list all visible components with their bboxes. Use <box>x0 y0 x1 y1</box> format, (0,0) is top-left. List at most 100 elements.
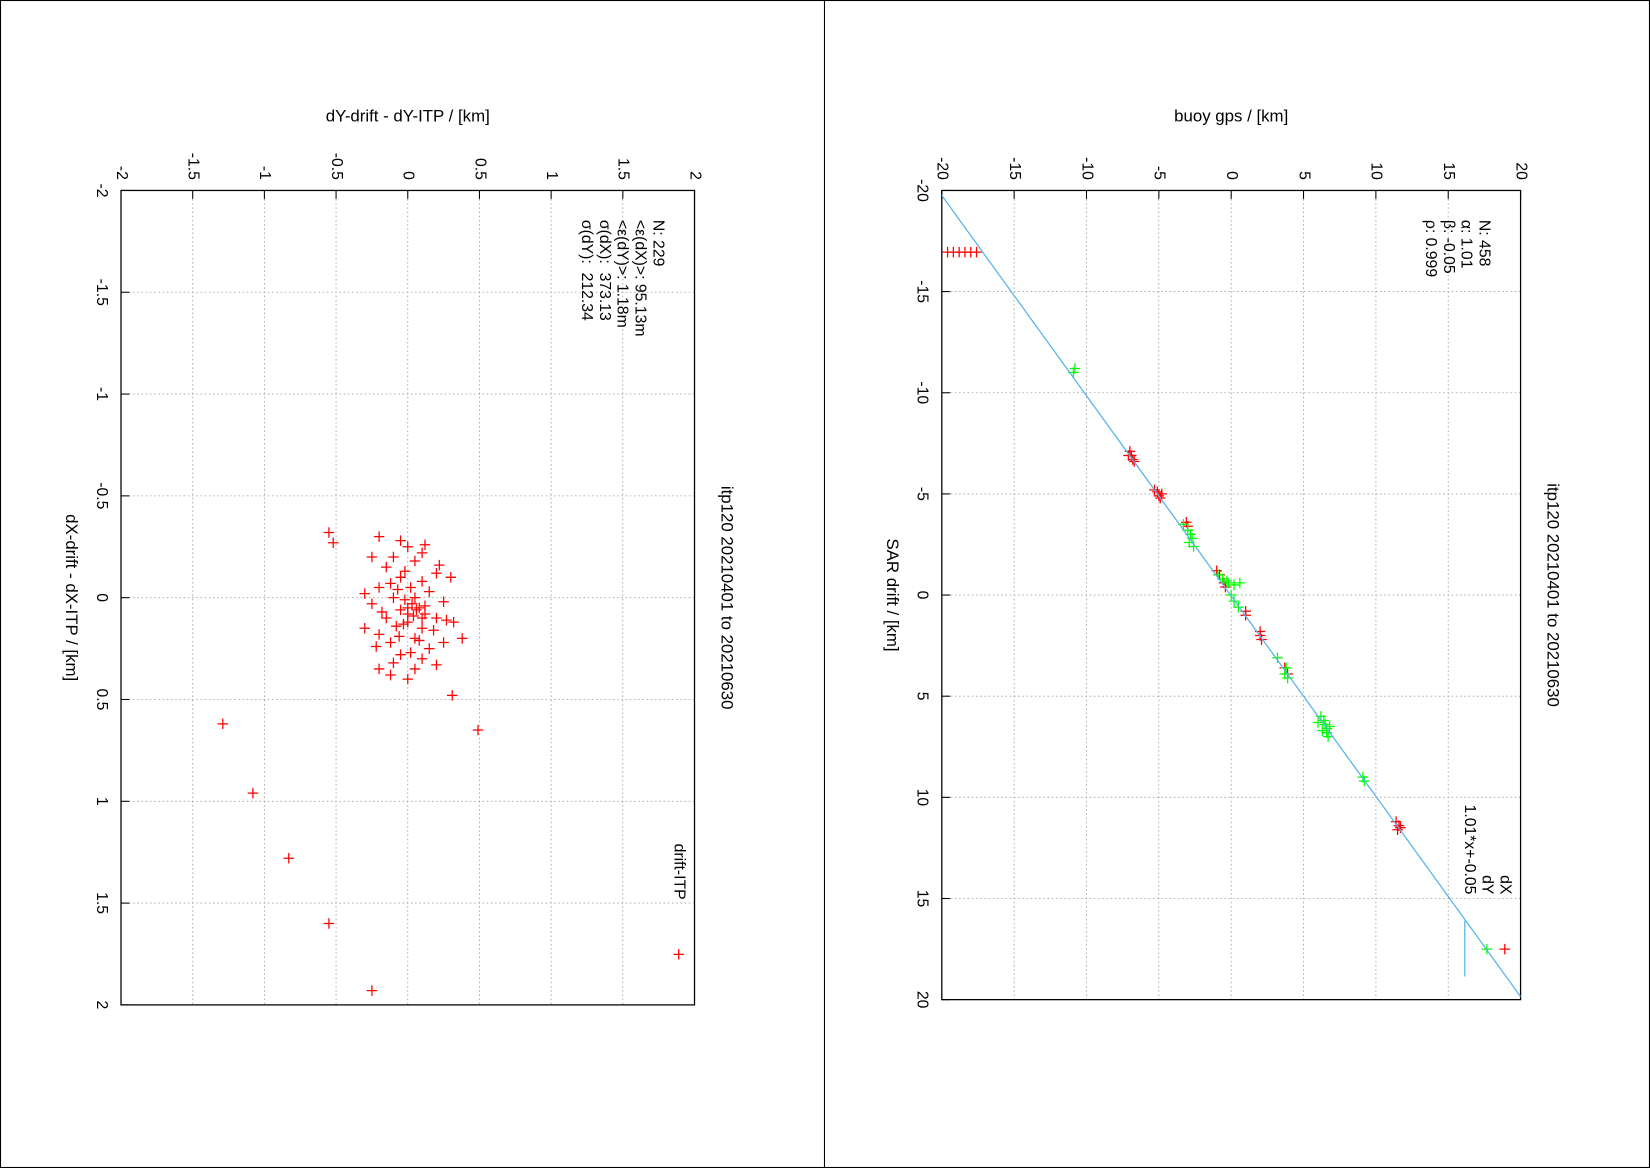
point <box>323 918 335 929</box>
point <box>448 616 459 628</box>
plot-frame <box>120 189 696 1006</box>
x-tick-label: -1.5 <box>93 279 110 306</box>
y-tick-label: 1 <box>543 171 560 180</box>
point <box>406 598 418 610</box>
point <box>395 649 406 660</box>
point <box>366 985 378 996</box>
point <box>416 653 428 665</box>
point <box>402 541 414 553</box>
stat-annotation: ρ: 0.999 <box>1422 220 1439 277</box>
x-tick-label: -2 <box>93 183 110 197</box>
x-axis-label: SAR drift / [km] <box>883 538 902 651</box>
point <box>373 663 385 675</box>
stat-annotation: β: -0.05 <box>1440 220 1457 274</box>
x-tick-label: -15 <box>914 280 931 303</box>
point <box>405 582 416 593</box>
point <box>1256 634 1267 645</box>
y-axis-label: dY-drift - dY-ITP / [km] <box>326 106 490 125</box>
point <box>373 629 385 640</box>
chart: -2 -1.5 -1 -0.5 0 0.5 1 1.5 2 -2 -1.5 -1 -0.5 0 0.5 1 1.… <box>62 106 737 1009</box>
point <box>416 547 428 559</box>
y-tick-label: 5 <box>1295 171 1312 180</box>
point <box>419 539 431 551</box>
y-tick-label: -5 <box>1151 166 1168 180</box>
stat-annotation: σ(dY): 212.34 <box>578 220 595 321</box>
x-tick-label: -0.5 <box>93 482 110 509</box>
x-tick-label: 20 <box>914 991 931 1009</box>
y-tick-label: 0.5 <box>471 158 488 180</box>
point <box>359 588 371 599</box>
point <box>1233 601 1244 613</box>
legend-marker <box>1499 943 1511 955</box>
point <box>413 602 425 614</box>
y-tick-label: -0.5 <box>328 153 345 180</box>
point <box>409 592 421 603</box>
y-tick-label: 0 <box>1223 171 1240 180</box>
y-tick-label: -10 <box>1078 157 1095 180</box>
point <box>438 637 449 648</box>
y-tick-label: 0 <box>400 171 417 180</box>
point <box>409 663 421 675</box>
legend-marker <box>673 949 684 960</box>
point <box>1123 450 1134 461</box>
y-tick-label: 10 <box>1368 162 1385 180</box>
point <box>408 610 419 622</box>
y-tick-label: 1.5 <box>615 158 632 180</box>
point <box>419 600 431 612</box>
point <box>398 618 409 630</box>
point <box>385 669 396 681</box>
x-tick-label: 15 <box>914 890 931 908</box>
stat-annotation: <ε(dY)>: 1.18m <box>614 220 631 328</box>
point <box>247 787 259 799</box>
point <box>416 576 428 587</box>
point <box>456 633 468 644</box>
point <box>395 535 406 546</box>
y-tick-label: -1 <box>256 166 273 180</box>
point <box>380 612 392 624</box>
y-tick-label: 15 <box>1440 162 1457 180</box>
fit-line <box>941 190 1521 1000</box>
point <box>441 614 452 626</box>
point <box>416 612 428 624</box>
point <box>424 586 435 597</box>
point <box>370 641 382 652</box>
point <box>1312 717 1324 728</box>
point <box>1228 579 1240 591</box>
point <box>409 633 421 644</box>
y-axis-label: buoy gps / [km] <box>1174 106 1288 125</box>
point <box>327 537 339 548</box>
legend-label: drift-ITP <box>671 844 688 900</box>
x-tick-label: 10 <box>914 789 931 807</box>
x-tick-label: 5 <box>914 692 931 701</box>
point <box>388 592 399 603</box>
point <box>380 561 392 573</box>
y-tick-label: -2 <box>113 166 130 180</box>
stat-annotation: <ε(dX)>: 95.13m <box>632 220 649 337</box>
point <box>1221 575 1233 587</box>
point <box>376 606 388 618</box>
x-tick-label: 1 <box>93 797 110 806</box>
point <box>402 673 414 685</box>
y-tick-label: -1.5 <box>185 153 202 180</box>
point <box>399 565 411 577</box>
y-tick-label: 20 <box>1512 162 1529 180</box>
point <box>416 622 428 634</box>
chart-title: itp120 20210401 to 20210630 <box>1544 483 1563 707</box>
point <box>388 657 399 669</box>
x-tick-label: -10 <box>914 381 931 404</box>
x-tick-label: 2 <box>93 1001 110 1010</box>
chart: -20 -15 -10 -5 0 5 10 15 20 -20 -15 -10 -5 0 5 10 15 20 it… <box>883 106 1563 1008</box>
point <box>359 622 371 634</box>
point <box>402 608 414 620</box>
point <box>366 551 378 563</box>
point <box>1322 731 1334 742</box>
point <box>428 624 439 636</box>
point <box>409 555 421 567</box>
point <box>472 724 484 736</box>
y-tick-label: 2 <box>686 171 703 180</box>
point <box>392 584 403 595</box>
y-tick-label: -20 <box>934 157 951 180</box>
point <box>373 531 385 542</box>
